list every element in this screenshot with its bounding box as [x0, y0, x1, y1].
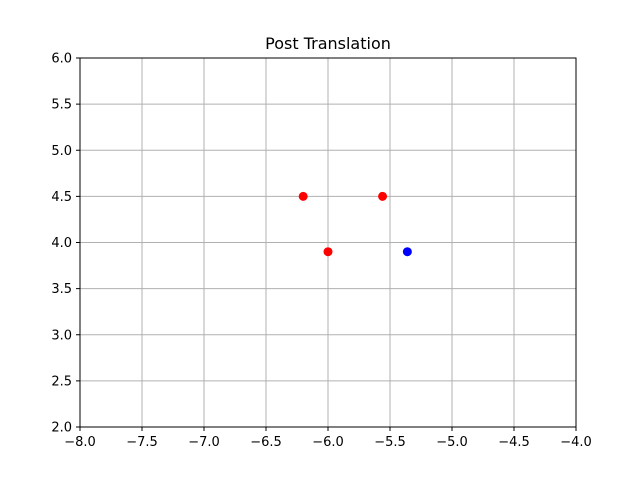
x-tick-label: −7.0	[188, 435, 220, 450]
x-tick-label: −4.5	[498, 435, 530, 450]
x-tick-label: −5.5	[374, 435, 406, 450]
x-tick-label: −6.0	[312, 435, 344, 450]
x-tick-label: −5.0	[436, 435, 468, 450]
y-tick-label: 5.0	[51, 144, 72, 159]
x-tick-label: −6.5	[250, 435, 282, 450]
y-tick-label: 3.0	[51, 328, 72, 343]
scatter-point	[378, 191, 388, 201]
scatter-point	[298, 191, 308, 201]
x-tick-label: −7.5	[126, 435, 158, 450]
y-tick-label: 2.0	[51, 421, 72, 436]
y-tick-label: 3.5	[51, 282, 72, 297]
y-tick-label: 4.0	[51, 236, 72, 251]
chart-title: Post Translation	[265, 34, 391, 53]
scatter-point	[323, 247, 333, 257]
x-tick-label: −8.0	[64, 435, 96, 450]
scatter-point	[402, 247, 412, 257]
x-tick-label: −4.0	[560, 435, 592, 450]
grid	[79, 57, 577, 428]
plot-area-frame	[79, 57, 577, 428]
y-tick-label: 2.5	[51, 374, 72, 389]
y-tick-label: 5.5	[51, 98, 72, 113]
data-points	[298, 191, 412, 257]
y-tick-label: 4.5	[51, 190, 72, 205]
axis-ticks: −8.0 −7.5 −7.0 −6.5 −6.0 −5.5 −5.0 −4.5 −4.0 2.0 2…	[51, 52, 591, 451]
y-tick-label: 6.0	[51, 52, 72, 67]
